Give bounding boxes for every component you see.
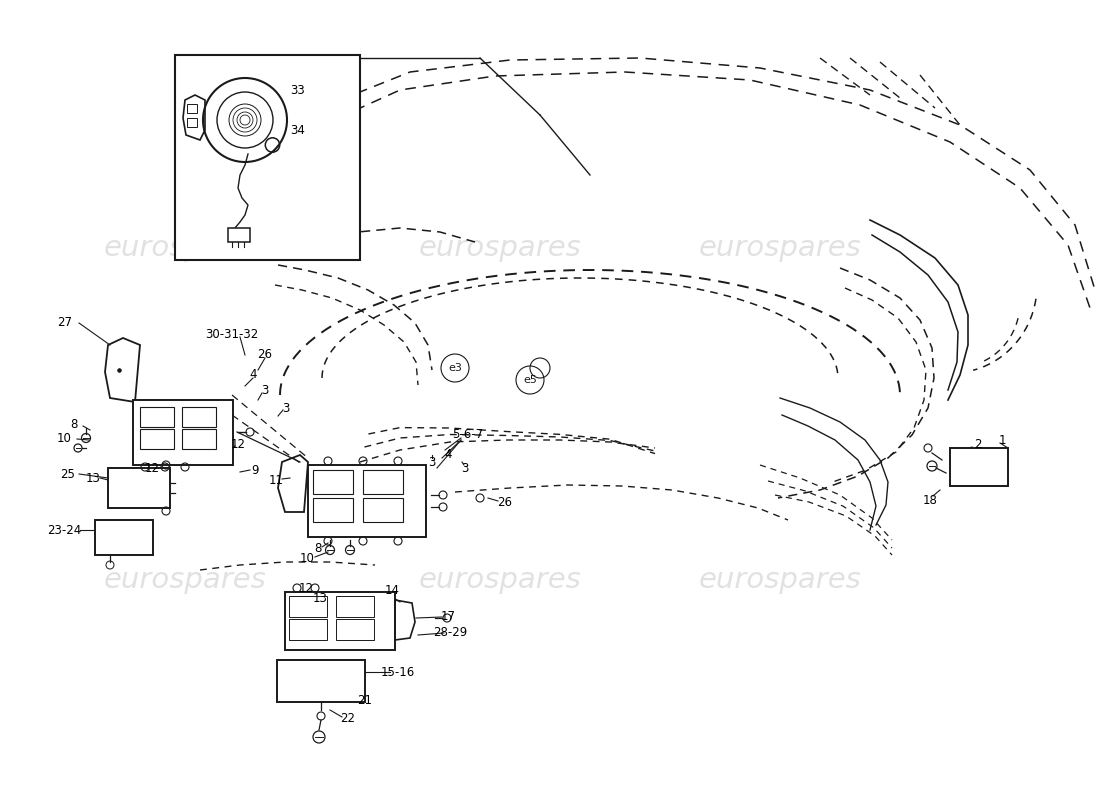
Text: 15-16: 15-16 (381, 666, 415, 678)
Text: 22: 22 (341, 711, 355, 725)
FancyBboxPatch shape (140, 429, 174, 449)
FancyBboxPatch shape (140, 407, 174, 427)
Text: 10: 10 (299, 551, 315, 565)
FancyBboxPatch shape (277, 660, 365, 702)
Text: 13: 13 (86, 471, 100, 485)
Text: eurospares: eurospares (419, 566, 582, 594)
FancyBboxPatch shape (285, 592, 395, 650)
Text: 33: 33 (290, 83, 306, 97)
FancyBboxPatch shape (133, 400, 233, 465)
Text: 12: 12 (231, 438, 245, 451)
FancyBboxPatch shape (108, 468, 170, 508)
Text: 14: 14 (385, 583, 399, 597)
Text: 3: 3 (428, 455, 436, 469)
Text: 4: 4 (444, 449, 452, 462)
Text: eurospares: eurospares (103, 566, 266, 594)
Text: eurospares: eurospares (103, 234, 266, 262)
Text: 26: 26 (497, 495, 513, 509)
Text: 12: 12 (298, 582, 314, 594)
FancyBboxPatch shape (228, 228, 250, 242)
Text: 5-6-7: 5-6-7 (452, 429, 484, 442)
Text: 12: 12 (144, 462, 159, 474)
Text: eurospares: eurospares (698, 234, 861, 262)
Text: 10: 10 (56, 431, 72, 445)
Text: 13: 13 (312, 591, 328, 605)
FancyBboxPatch shape (950, 448, 1008, 486)
FancyBboxPatch shape (187, 118, 197, 127)
Text: 18: 18 (923, 494, 937, 506)
FancyBboxPatch shape (314, 498, 353, 522)
FancyBboxPatch shape (289, 596, 327, 617)
Text: eurospares: eurospares (419, 234, 582, 262)
Text: e5: e5 (524, 375, 537, 385)
Text: 26: 26 (257, 349, 273, 362)
Text: 4: 4 (250, 369, 256, 382)
Text: 34: 34 (290, 123, 306, 137)
Text: 3: 3 (262, 383, 268, 397)
FancyBboxPatch shape (363, 470, 403, 494)
Text: 17: 17 (440, 610, 455, 622)
Text: 1: 1 (999, 434, 1005, 446)
Text: eurospares: eurospares (698, 566, 861, 594)
Text: e3: e3 (448, 363, 462, 373)
FancyBboxPatch shape (336, 619, 374, 640)
Text: 25: 25 (60, 467, 76, 481)
Text: 21: 21 (358, 694, 373, 706)
FancyBboxPatch shape (187, 104, 197, 113)
FancyBboxPatch shape (182, 407, 216, 427)
Text: 11: 11 (268, 474, 284, 486)
FancyBboxPatch shape (363, 498, 403, 522)
FancyBboxPatch shape (289, 619, 327, 640)
Text: 2: 2 (975, 438, 981, 451)
FancyBboxPatch shape (95, 520, 153, 555)
Text: 3: 3 (461, 462, 469, 474)
Text: 3: 3 (283, 402, 289, 414)
FancyBboxPatch shape (308, 465, 426, 537)
Text: 8: 8 (70, 418, 78, 431)
FancyBboxPatch shape (182, 429, 216, 449)
Text: 28-29: 28-29 (433, 626, 468, 638)
Text: 8: 8 (315, 542, 321, 554)
Text: 23-24: 23-24 (47, 523, 81, 537)
FancyBboxPatch shape (314, 470, 353, 494)
FancyBboxPatch shape (175, 55, 360, 260)
Text: 9: 9 (251, 463, 258, 477)
Text: 30-31-32: 30-31-32 (206, 327, 258, 341)
Text: 27: 27 (57, 317, 73, 330)
FancyBboxPatch shape (336, 596, 374, 617)
